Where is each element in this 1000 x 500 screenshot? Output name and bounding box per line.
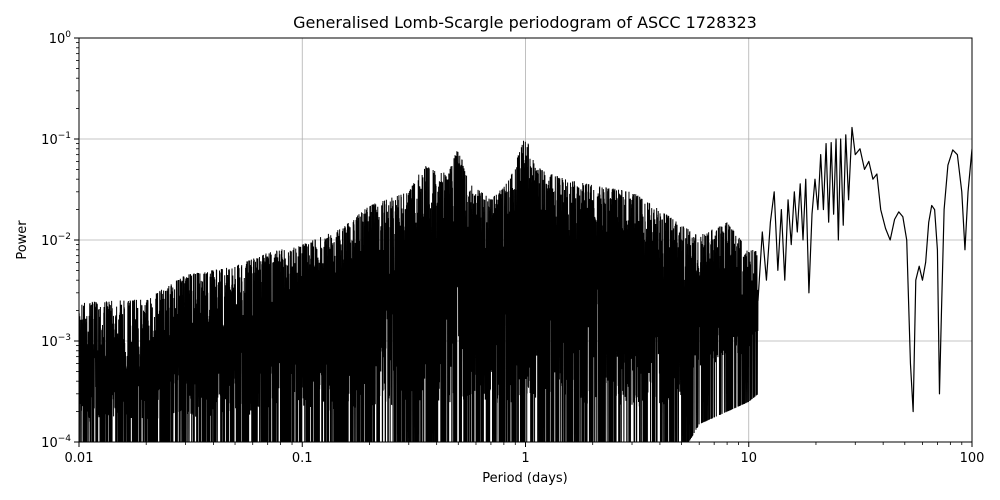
dense-periodogram-line	[79, 140, 759, 442]
x-tick-label: 1	[521, 451, 529, 466]
x-tick-label: 100	[960, 451, 985, 466]
y-tick-label: 100	[49, 30, 72, 47]
x-tick-label: 10	[740, 451, 757, 466]
y-tick-label: 10−2	[41, 232, 71, 249]
axis-ticks: 0.01 0.1 1 10 100 10−4 10−3 10−2 10−1 100	[41, 30, 984, 466]
long-period-line	[757, 126, 972, 413]
y-tick-label: 10−3	[41, 333, 71, 350]
y-tick-label: 10−4	[41, 434, 71, 451]
x-axis-label: Period (days)	[482, 471, 568, 486]
periodogram-series	[79, 126, 972, 442]
chart-title: Generalised Lomb-Scargle periodogram of …	[293, 13, 757, 32]
x-tick-label: 0.1	[292, 451, 313, 466]
x-tick-label: 0.01	[65, 451, 94, 466]
y-tick-label: 10−1	[41, 131, 71, 148]
y-axis-label: Power	[15, 220, 30, 260]
